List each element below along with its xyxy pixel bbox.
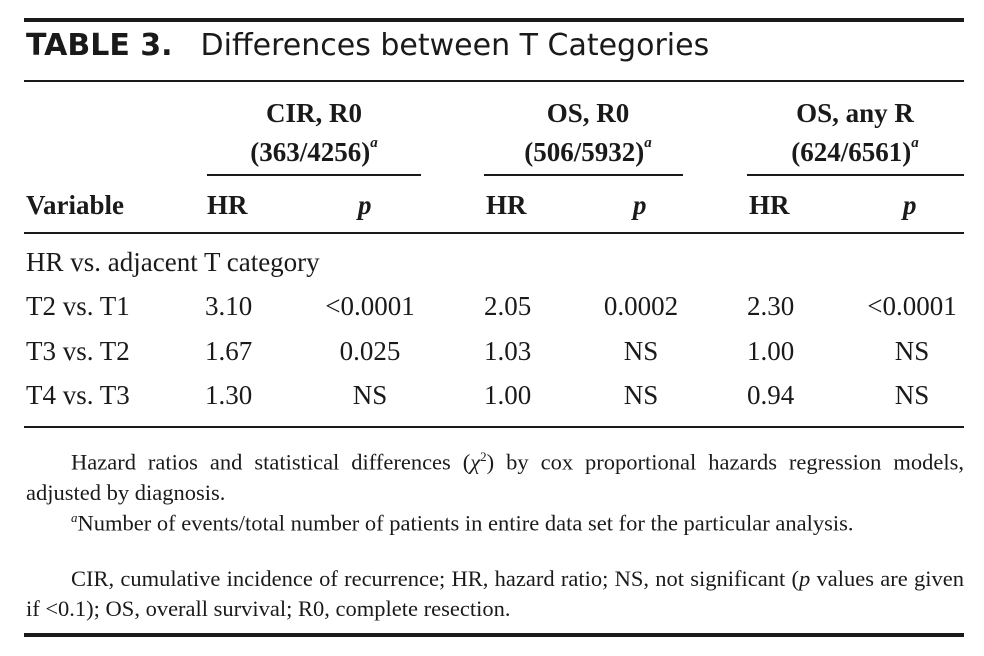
- os-any-p-cell: NS: [894, 380, 930, 410]
- os-p-cell: NS: [623, 380, 659, 410]
- table-title: TABLE 3. Differences between T Categories: [26, 28, 709, 63]
- table-number: TABLE 3.: [26, 28, 173, 63]
- group-header-line1: OS, any R: [796, 98, 914, 128]
- cir-hr-cell: 3.10: [205, 291, 253, 321]
- footnote-marker: a: [644, 135, 652, 151]
- column-header-variable: Variable: [26, 190, 125, 220]
- bottom-rule: [24, 633, 964, 637]
- group-rule-os-any-r: [747, 174, 964, 176]
- group-rule-cir-r0: [207, 174, 421, 176]
- group-header-os-r0: OS, R0 (506/5932)a: [470, 96, 706, 169]
- row-variable: T3 vs. T2: [26, 336, 130, 366]
- os-any-hr-cell: 1.00: [747, 336, 795, 366]
- group-header-os-any-r: OS, any R (624/6561)a: [737, 96, 973, 169]
- os-hr-cell: 2.05: [484, 291, 532, 321]
- column-header-hr: HR: [749, 190, 790, 220]
- cir-p-cell: 0.025: [339, 336, 401, 366]
- column-header-p: p: [903, 190, 917, 220]
- group-header-line2: (363/4256)a: [250, 135, 378, 167]
- cir-p-cell: NS: [352, 380, 388, 410]
- cir-hr-cell: 1.67: [205, 336, 253, 366]
- cir-hr-cell: 1.30: [205, 380, 253, 410]
- footnote-a: aNumber of events/total number of patien…: [71, 510, 854, 536]
- title-rule: [24, 80, 964, 82]
- header-rule: [24, 232, 964, 234]
- group-header-line1: CIR, R0: [265, 98, 362, 128]
- row-variable: T2 vs. T1: [26, 291, 130, 321]
- footnote-statistics: Hazard ratios and statistical difference…: [26, 449, 964, 505]
- os-any-hr-cell: 0.94: [747, 380, 795, 410]
- footnote-abbreviations: CIR, cumulative incidence of recurrence;…: [26, 566, 965, 621]
- footnote-marker: a: [911, 135, 919, 151]
- group-header-line2: (506/5932)a: [524, 135, 652, 167]
- table-title-text: Differences between T Categories: [200, 28, 710, 63]
- group-rule-os-r0: [484, 174, 683, 176]
- section-label: HR vs. adjacent T category: [26, 247, 320, 277]
- os-any-p-cell: NS: [894, 336, 930, 366]
- os-hr-cell: 1.00: [484, 380, 532, 410]
- os-any-hr-cell: 2.30: [747, 291, 795, 321]
- os-p-cell: NS: [623, 336, 659, 366]
- group-header-cir-r0: CIR, R0 (363/4256)a: [196, 96, 432, 169]
- row-variable: T4 vs. T3: [26, 380, 130, 410]
- os-p-cell: 0.0002: [603, 291, 679, 321]
- footnote-marker: a: [370, 135, 378, 151]
- column-header-hr: HR: [207, 190, 248, 220]
- os-hr-cell: 1.03: [484, 336, 532, 366]
- column-header-p: p: [358, 190, 372, 220]
- footnote-marker: a: [71, 510, 78, 525]
- group-header-line1: OS, R0: [546, 98, 630, 128]
- top-rule: [24, 18, 964, 22]
- cir-p-cell: <0.0001: [325, 291, 415, 321]
- column-header-p: p: [633, 190, 647, 220]
- os-any-p-cell: <0.0001: [867, 291, 957, 321]
- column-header-hr: HR: [486, 190, 527, 220]
- body-rule: [24, 426, 964, 428]
- group-header-line2: (624/6561)a: [791, 135, 919, 167]
